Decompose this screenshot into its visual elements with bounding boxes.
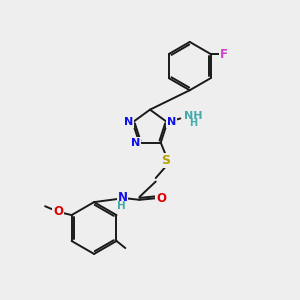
Text: H: H (189, 118, 197, 128)
Text: N: N (124, 117, 133, 127)
Text: N: N (167, 117, 176, 127)
Text: NH: NH (184, 111, 202, 121)
Text: F: F (220, 47, 228, 61)
Text: H: H (118, 201, 126, 211)
Text: S: S (161, 154, 170, 167)
Text: O: O (53, 205, 63, 218)
Text: N: N (130, 138, 140, 148)
Text: O: O (156, 192, 166, 205)
Text: N: N (118, 191, 128, 204)
